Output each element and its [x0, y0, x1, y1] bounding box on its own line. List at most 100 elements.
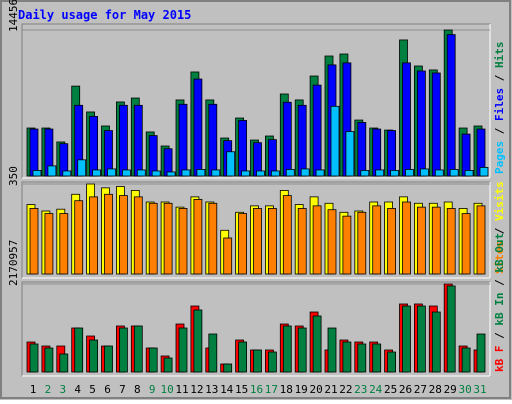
bar [181, 169, 191, 177]
legend-separator: / [493, 68, 506, 88]
bar [267, 139, 277, 177]
bar [211, 169, 221, 177]
legend-separator: / [493, 121, 506, 141]
bar [270, 170, 280, 177]
bar [402, 201, 411, 275]
legend-separator: / [493, 221, 506, 241]
bar [223, 237, 233, 275]
bar [44, 347, 54, 373]
legend-entry: kB In [493, 293, 506, 326]
bar [476, 333, 486, 373]
bar [446, 208, 456, 275]
x-tick-label: 9 [149, 383, 156, 396]
bar [357, 211, 367, 275]
bar [89, 339, 98, 373]
bar [431, 72, 441, 177]
bar [297, 208, 307, 275]
x-tick-label: 10 [160, 383, 173, 396]
bar [151, 170, 161, 177]
bar [77, 159, 87, 177]
x-tick-label: 5 [89, 383, 96, 396]
bar [59, 353, 69, 373]
legend-entry: Visits [493, 181, 506, 221]
bar [253, 349, 262, 373]
x-tick-label: 21 [324, 383, 337, 396]
bar [372, 343, 382, 373]
bar [148, 135, 158, 177]
x-tick-label: 16 [250, 383, 263, 396]
chart-title: Daily usage for May 2015 [18, 8, 191, 22]
bar [387, 208, 397, 275]
bar [136, 169, 146, 177]
bar [431, 311, 441, 373]
bar [238, 213, 248, 275]
bar [357, 343, 367, 373]
bar [461, 213, 471, 275]
bar [208, 333, 218, 373]
bar [208, 202, 218, 275]
legend-separator: / [493, 326, 506, 346]
bar [241, 170, 251, 177]
x-tick-label: 29 [444, 383, 457, 396]
bar [315, 169, 325, 177]
bar [416, 206, 426, 275]
bar [375, 169, 385, 177]
bar [226, 151, 236, 177]
x-tick-label: 6 [104, 383, 111, 396]
bar [193, 78, 203, 177]
bar [133, 325, 143, 373]
x-tick-label: 28 [429, 383, 442, 396]
bar [402, 62, 411, 177]
bar [419, 168, 429, 177]
x-tick-label: 13 [205, 383, 218, 396]
bar [89, 116, 98, 177]
bar [163, 202, 173, 275]
bar [47, 165, 57, 177]
bar [32, 170, 42, 177]
bar [387, 130, 397, 177]
legend-entry: kB F [493, 346, 506, 373]
bar [390, 170, 400, 177]
bar [282, 195, 292, 275]
bar [357, 122, 367, 177]
bar [178, 208, 188, 275]
legend-entry: Pages [493, 141, 506, 174]
bar [238, 341, 248, 373]
bar [267, 351, 277, 373]
legend-entry: Files [493, 88, 506, 121]
bar [148, 202, 158, 275]
x-tick-label: 8 [134, 383, 141, 396]
bar [312, 315, 322, 373]
x-tick-label: 22 [339, 383, 352, 396]
bar [89, 196, 98, 275]
bar [196, 169, 206, 177]
bar [416, 70, 426, 177]
bar [267, 208, 277, 275]
x-tick-label: 30 [458, 383, 471, 396]
x-tick-label: 27 [414, 383, 427, 396]
bar [44, 213, 54, 275]
bar [193, 309, 203, 373]
bar [345, 131, 355, 177]
bar [193, 199, 203, 275]
bar [446, 34, 456, 177]
bar [446, 285, 456, 373]
bar [297, 104, 307, 177]
bar [282, 101, 292, 177]
bar [166, 171, 176, 177]
bar [464, 170, 474, 177]
bar [434, 169, 444, 177]
bar [59, 213, 69, 275]
bar [327, 327, 337, 373]
bar [178, 103, 188, 177]
y-tick-label: 14456 [7, 0, 20, 32]
bar [104, 345, 113, 373]
bar [253, 208, 262, 275]
bar [402, 305, 411, 373]
bar [360, 170, 370, 177]
legend-separator: / [493, 273, 506, 293]
bar [29, 343, 39, 373]
bar [330, 105, 340, 177]
x-tick-label: 25 [384, 383, 397, 396]
bar [119, 104, 128, 177]
